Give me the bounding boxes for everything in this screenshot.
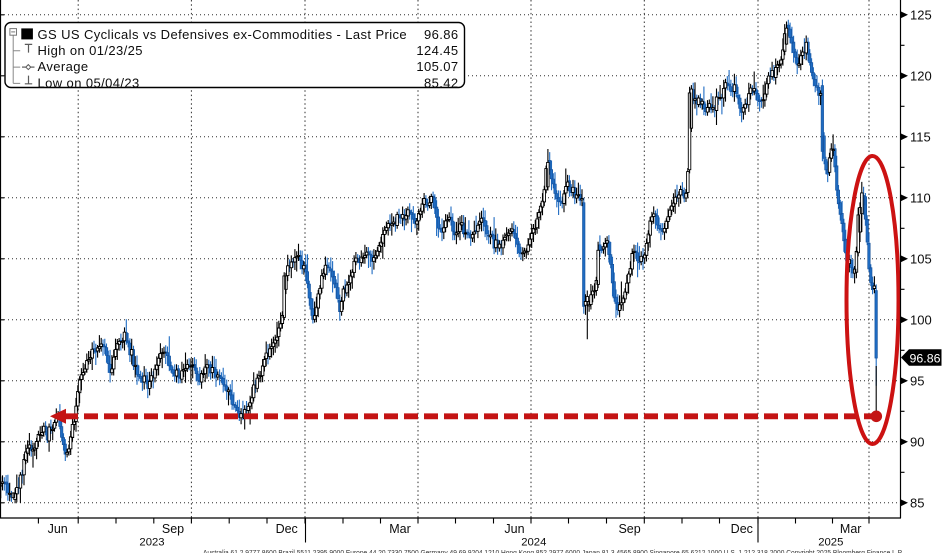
svg-text:85.42: 85.42: [424, 75, 459, 90]
svg-text:125: 125: [910, 7, 932, 22]
svg-text:2024: 2024: [521, 537, 546, 549]
svg-text:95: 95: [910, 373, 924, 388]
svg-text:2025: 2025: [818, 537, 843, 549]
svg-text:Jun: Jun: [504, 522, 524, 536]
svg-text:Sep: Sep: [162, 522, 184, 536]
svg-text:105.07: 105.07: [416, 59, 458, 74]
svg-text:105: 105: [910, 251, 932, 266]
svg-text:Sep: Sep: [618, 522, 640, 536]
svg-text:Mar: Mar: [840, 522, 862, 536]
svg-text:96.86: 96.86: [424, 27, 459, 42]
svg-text:115: 115: [910, 129, 931, 144]
svg-text:High on 01/23/25: High on 01/23/25: [38, 43, 143, 58]
svg-text:Low on 05/04/23: Low on 05/04/23: [38, 75, 140, 90]
svg-text:90: 90: [910, 434, 924, 449]
svg-text:GS US Cyclicals vs Defensives: GS US Cyclicals vs Defensives ex-Commodi…: [38, 27, 408, 42]
svg-text:124.45: 124.45: [416, 43, 458, 58]
svg-text:Jun: Jun: [48, 522, 68, 536]
svg-text:2023: 2023: [139, 537, 164, 549]
svg-text:Average: Average: [38, 59, 89, 74]
svg-text:Dec: Dec: [731, 522, 753, 536]
svg-text:110: 110: [910, 190, 931, 205]
svg-text:85: 85: [910, 495, 924, 510]
svg-text:120: 120: [910, 68, 932, 83]
svg-text:Australia 61 2 9777 8600 Brazi: Australia 61 2 9777 8600 Brazil 5511 239…: [203, 548, 903, 553]
svg-text:Dec: Dec: [276, 522, 298, 536]
svg-text:96.86: 96.86: [910, 351, 941, 365]
svg-text:100: 100: [910, 312, 932, 327]
svg-text:Mar: Mar: [389, 522, 411, 536]
